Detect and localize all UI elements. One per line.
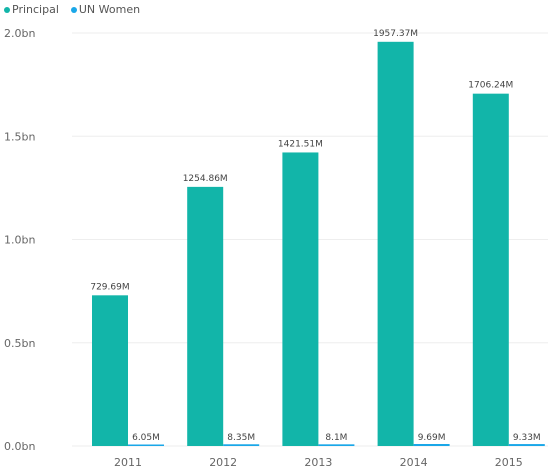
bar-principal-2012[interactable] [187,186,224,447]
y-tick-label: 1.5bn [4,130,35,143]
legend-marker-un-women [70,6,77,13]
bar-un-women-2014[interactable] [413,443,450,446]
legend-item-principal[interactable]: Principal [4,3,59,16]
legend-label-principal: Principal [12,3,59,16]
bar-principal-2011[interactable] [92,295,128,446]
bar-un-women-2015[interactable] [508,444,545,446]
bar-principal-2015[interactable] [472,93,509,446]
x-tick-label: 2015 [495,456,523,469]
legend-marker-principal [4,6,10,13]
legend: Principal UN Women [4,3,140,16]
legend-label-un-women: UN Women [78,3,141,16]
bar-principal-2013[interactable] [282,152,319,446]
data-label: 8.35M [227,433,255,443]
y-tick-label: 0.5bn [4,337,35,350]
y-tick-label: 0.0bn [4,440,35,453]
bar-un-women-2013[interactable] [318,444,355,446]
x-tick-label: 2012 [209,456,237,469]
x-tick-label: 2013 [304,456,332,469]
y-tick-label: 2.0bn [4,27,35,40]
data-label: 1706.24M [468,81,513,91]
data-label: 1421.51M [278,139,323,149]
data-label: 729.69M [90,282,129,292]
data-label: 9.69M [418,433,446,443]
data-label: 9.33M [513,433,541,443]
data-label: 1254.86M [183,174,228,184]
y-tick-label: 1.0bn [4,234,35,247]
data-label: 6.05M [132,433,160,443]
legend-item-un-women[interactable]: UN Women [70,3,141,16]
bar-un-women-2011[interactable] [128,444,164,447]
bar-un-women-2012[interactable] [223,444,260,446]
x-tick-label: 2011 [114,456,142,469]
x-tick-label: 2014 [400,456,428,469]
data-label: 1957.37M [373,29,418,39]
bar-principal-2014[interactable] [377,41,414,446]
data-label: 8.1M [325,433,347,443]
